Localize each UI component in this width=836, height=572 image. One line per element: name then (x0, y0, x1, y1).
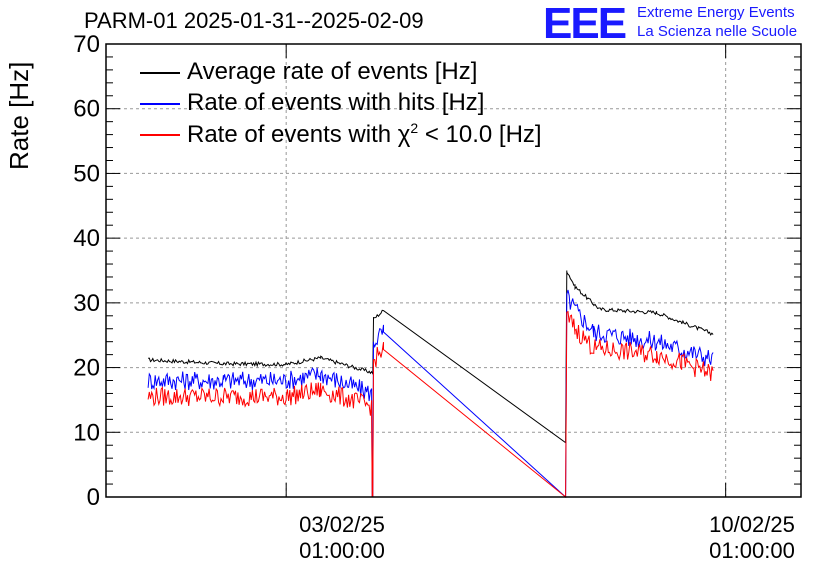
legend-chi2-pre: Rate of events with χ (187, 121, 411, 148)
logo-line-1: Extreme Energy Events (637, 4, 795, 21)
y-tick-label: 60 (73, 96, 100, 123)
series-line-0 (148, 270, 714, 444)
y-tick-label: 0 (87, 484, 100, 511)
legend-label-average: Average rate of events [Hz] (187, 58, 478, 85)
legend-label-chi2: Rate of events with χ2 < 10.0 [Hz] (187, 120, 542, 149)
x-tick-0-time: 01:00:00 (299, 538, 385, 563)
legend-chi2-post: < 10.0 [Hz] (418, 121, 542, 148)
legend-chi2-sup: 2 (410, 120, 419, 136)
x-tick-1-time: 01:00:00 (709, 538, 795, 563)
y-tick-label: 20 (73, 355, 100, 382)
x-tick-label-1: 10/02/25 01:00:00 (682, 512, 822, 564)
chart-title: PARM-01 2025-01-31--2025-02-09 (84, 8, 424, 33)
y-axis-label: Rate [Hz] (4, 61, 34, 170)
legend-label-hits: Rate of events with hits [Hz] (187, 89, 485, 116)
y-tick-label: 10 (73, 419, 100, 446)
legend-swatch-average (140, 72, 180, 74)
legend-swatch-chi2 (140, 134, 180, 136)
logo-line-2: La Scienza nelle Scuole (637, 23, 798, 40)
axes: 0 10 20 30 40 50 60 70 (73, 31, 802, 511)
x-tick-1-date: 10/02/25 (709, 512, 795, 537)
series-layer (147, 270, 714, 499)
y-tick-label: 40 (73, 225, 100, 252)
x-tick-label-0: 03/02/25 01:00:00 (272, 512, 412, 564)
y-tick-label: 30 (73, 290, 100, 317)
eee-logo-text: Extreme Energy Events La Scienza nelle S… (637, 3, 797, 41)
series-line-2 (147, 310, 714, 499)
eee-logo: EEE (543, 0, 627, 48)
y-tick-label: 70 (73, 31, 100, 58)
series-line-1 (147, 289, 714, 499)
legend-swatch-hits (140, 103, 180, 105)
plot-frame (105, 43, 802, 498)
y-tick-label: 50 (73, 160, 100, 187)
x-tick-0-date: 03/02/25 (299, 512, 385, 537)
grid (106, 44, 801, 497)
